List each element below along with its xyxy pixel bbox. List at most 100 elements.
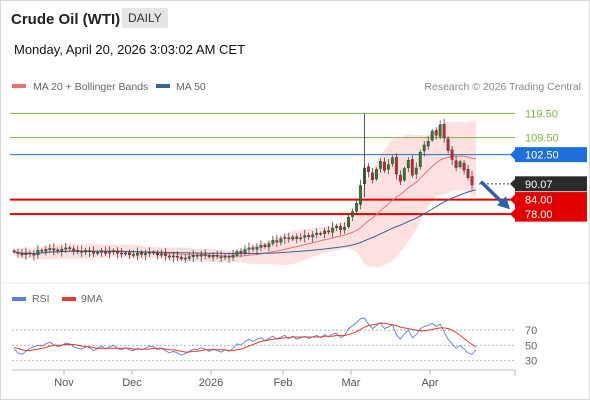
candle bbox=[267, 240, 271, 252]
forecast-arrow bbox=[480, 180, 510, 210]
candle bbox=[231, 249, 235, 262]
candle bbox=[430, 129, 434, 143]
candle bbox=[215, 250, 219, 259]
candlesticks bbox=[12, 113, 474, 263]
candle bbox=[418, 149, 422, 170]
level-badge-pointer bbox=[510, 209, 515, 220]
price-level-labels: 119.50 109.50 102.50 84.00 78.00 90.07 bbox=[510, 108, 587, 222]
rsi-tick-label-30: 30 bbox=[525, 355, 537, 367]
last-price-label: 90.07 bbox=[525, 179, 553, 191]
candle bbox=[167, 253, 171, 261]
bollinger-bands bbox=[13, 120, 477, 267]
candle bbox=[163, 248, 167, 261]
candle bbox=[382, 157, 386, 173]
candle bbox=[367, 163, 370, 178]
timeframe-badge[interactable]: DAILY bbox=[122, 8, 168, 28]
candle bbox=[247, 242, 251, 255]
last-price-pointer bbox=[510, 178, 515, 189]
candle bbox=[355, 198, 358, 214]
candle bbox=[470, 170, 474, 190]
candle bbox=[147, 247, 151, 258]
candle bbox=[438, 120, 442, 139]
candle bbox=[155, 250, 159, 260]
legend-rsi-swatch bbox=[12, 297, 26, 301]
candle bbox=[100, 247, 104, 257]
candle bbox=[275, 235, 279, 248]
candle bbox=[446, 136, 450, 154]
candle bbox=[390, 155, 394, 167]
candle bbox=[279, 236, 283, 246]
candle bbox=[434, 127, 438, 140]
candle bbox=[211, 252, 215, 262]
candle bbox=[398, 170, 402, 186]
candle bbox=[159, 249, 163, 258]
candle bbox=[128, 249, 131, 260]
candle bbox=[303, 229, 307, 243]
candle bbox=[343, 222, 347, 234]
candle bbox=[255, 243, 259, 255]
candle bbox=[259, 240, 263, 252]
candle bbox=[271, 236, 275, 247]
candle bbox=[108, 246, 112, 259]
legend-rsi-ma-swatch bbox=[62, 297, 76, 301]
candle bbox=[331, 222, 335, 238]
candle bbox=[136, 247, 139, 261]
level-badge-84.00 bbox=[515, 192, 587, 208]
candle bbox=[426, 136, 430, 150]
candle bbox=[32, 250, 36, 261]
candle bbox=[386, 159, 390, 175]
level-label-119.50: 119.50 bbox=[525, 108, 558, 120]
legend-bollinger-label: MA 20 + Bollinger Bands bbox=[33, 81, 148, 93]
candle bbox=[88, 246, 92, 257]
price-levels bbox=[10, 112, 515, 216]
level-badge-78.00 bbox=[515, 206, 587, 222]
forecast-arrow-head bbox=[497, 196, 510, 210]
candle bbox=[263, 243, 267, 249]
level-label-84.00: 84.00 bbox=[525, 195, 553, 207]
level-badge-pointer bbox=[510, 149, 515, 160]
candle bbox=[219, 251, 223, 263]
candle bbox=[132, 250, 135, 258]
candle bbox=[283, 233, 287, 245]
x-tick-label-Apr: Apr bbox=[421, 377, 438, 389]
rsi-tick-label-70: 70 bbox=[525, 325, 537, 337]
level-label-109.50: 109.50 bbox=[525, 133, 559, 145]
candle bbox=[52, 243, 56, 256]
candle bbox=[406, 157, 410, 173]
candle bbox=[92, 246, 96, 258]
candle bbox=[64, 242, 68, 254]
legend-rsi-ma-label: 9MA bbox=[81, 293, 103, 305]
candle bbox=[112, 248, 115, 256]
x-axis-ticks: Nov Dec 2026 Feb Mar Apr bbox=[54, 370, 439, 389]
candle bbox=[183, 254, 187, 263]
candle bbox=[116, 247, 119, 259]
candle bbox=[40, 248, 44, 253]
last-price-badge bbox=[515, 176, 587, 192]
candle bbox=[44, 246, 48, 256]
instrument-title: Crude Oil (WTI) bbox=[11, 11, 121, 28]
candle bbox=[20, 249, 24, 258]
level-badge-pointer bbox=[510, 194, 515, 205]
candle bbox=[48, 244, 52, 253]
candle bbox=[151, 250, 155, 255]
candle bbox=[410, 155, 414, 178]
level-label-102.50: 102.50 bbox=[525, 150, 559, 162]
candle bbox=[179, 255, 183, 261]
level-badge-102.50 bbox=[515, 147, 587, 163]
candle bbox=[120, 248, 123, 258]
x-tick-label-2026: 2026 bbox=[199, 377, 223, 389]
legend-ma50-label: MA 50 bbox=[176, 81, 206, 93]
x-tick-label-Mar: Mar bbox=[342, 377, 361, 389]
candle bbox=[207, 253, 211, 259]
x-tick-label-Dec: Dec bbox=[122, 377, 142, 389]
candle bbox=[191, 249, 195, 262]
candle bbox=[187, 252, 191, 261]
candle bbox=[291, 235, 295, 242]
candle bbox=[347, 215, 350, 229]
candle bbox=[422, 141, 426, 157]
candle bbox=[239, 248, 243, 258]
copyright-label: Research © 2026 Trading Central bbox=[424, 81, 581, 93]
candle bbox=[299, 233, 303, 242]
candle bbox=[36, 245, 40, 259]
